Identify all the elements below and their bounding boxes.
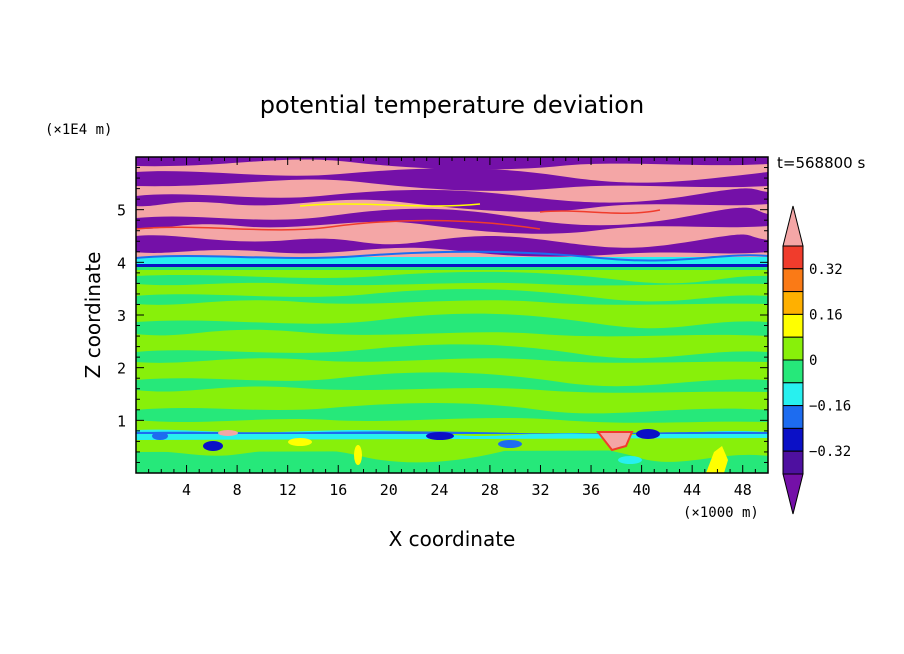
- field-edge: [136, 250, 768, 262]
- chart-title: potential temperature deviation: [260, 91, 644, 119]
- x-tick-label: 20: [380, 481, 398, 499]
- field-layer-mid: [136, 403, 768, 423]
- field-blob: [618, 456, 642, 464]
- field-blob: [426, 432, 454, 440]
- colorbar-label: 0: [809, 353, 817, 369]
- colorbar-swatch: [782, 313, 804, 338]
- field-layer-top: [136, 168, 768, 191]
- x-tick-label: 12: [279, 481, 297, 499]
- colorbar-swatch: [782, 359, 804, 384]
- colorbar-swatch: [782, 291, 804, 315]
- x-tick-label: 36: [582, 481, 600, 499]
- y-tick-label: 5: [117, 202, 126, 220]
- colorbar-swatch: [782, 427, 804, 452]
- field-interface-blue: [136, 264, 768, 267]
- x-unit-label: (×1000 m): [683, 505, 759, 521]
- x-tick-label: 8: [233, 481, 242, 499]
- x-tick-label: 16: [329, 481, 347, 499]
- field-layer-mid: [136, 344, 768, 363]
- x-tick-label: 28: [481, 481, 499, 499]
- field-blob: [218, 430, 238, 436]
- x-tick-label: 48: [734, 481, 752, 499]
- field-blob-pink: [595, 431, 634, 452]
- x-tick-label: 44: [683, 481, 701, 499]
- x-axis: 4 8 12 16 20 24 28 32 36 40 44 48: [148, 157, 756, 499]
- field-layer-mid: [136, 372, 768, 393]
- colorbar-swatch: [782, 405, 804, 429]
- x-tick-label: 32: [531, 481, 549, 499]
- field-layer-top: [136, 188, 768, 212]
- field-edge: [299, 203, 481, 207]
- field-blob: [354, 445, 362, 465]
- y-unit-label: (×1E4 m): [45, 122, 112, 138]
- y-tick-label: 2: [117, 360, 126, 378]
- field-blob: [152, 432, 168, 440]
- field-blob-yellow: [706, 446, 728, 473]
- x-axis-label: X coordinate: [389, 527, 516, 551]
- colorbar-label: −0.16: [809, 399, 851, 415]
- field-blob: [636, 429, 660, 439]
- colorbar-swatch: [782, 268, 804, 293]
- colorbar-label: −0.32: [809, 444, 851, 460]
- field-layer-mid: [136, 289, 768, 305]
- y-tick-label: 3: [117, 307, 126, 325]
- field-blob: [203, 441, 223, 451]
- colorbar-swatch: [782, 450, 804, 475]
- field-blob: [498, 440, 522, 448]
- field-layer-mid: [136, 313, 768, 337]
- colorbar-swatch: [782, 245, 804, 270]
- x-tick-label: 24: [430, 481, 448, 499]
- colorbar: 0.32 0.16 0 −0.16 −0.32: [782, 205, 851, 515]
- y-tick-label: 4: [117, 254, 126, 272]
- field-layer-top: [136, 234, 768, 257]
- y-tick-label: 1: [117, 412, 126, 430]
- x-tick-label: 4: [182, 481, 191, 499]
- colorbar-label: 0.16: [809, 307, 843, 323]
- y-axis-label: Z coordinate: [81, 252, 105, 379]
- x-tick-label: 40: [633, 481, 651, 499]
- colorbar-label: 0.32: [809, 262, 843, 278]
- colorbar-swatch: [782, 336, 804, 361]
- colorbar-swatch: [782, 382, 804, 407]
- field-layer-top: [136, 157, 768, 170]
- colorbar-arrow-top: [782, 205, 804, 247]
- field-blob: [288, 438, 312, 446]
- field-edge: [136, 219, 541, 231]
- field-layer-low-1: [136, 445, 768, 473]
- y-axis: 1 2 3 4 5: [117, 167, 768, 463]
- field-edge: [539, 209, 661, 214]
- field-layer-mid: [136, 271, 768, 286]
- colorbar-arrow-bottom: [782, 473, 804, 515]
- time-label: t=568800 s: [777, 154, 865, 172]
